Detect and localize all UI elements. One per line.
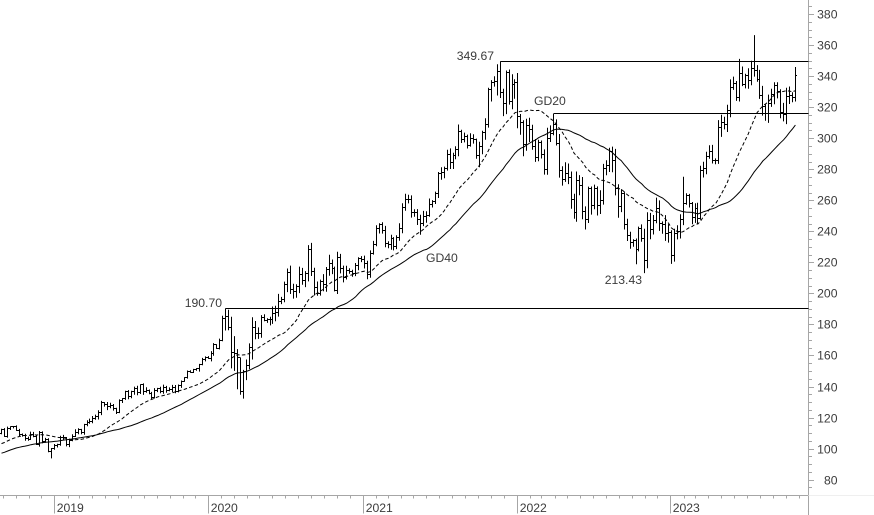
svg-text:80: 80 <box>824 473 838 487</box>
svg-text:180: 180 <box>817 317 838 331</box>
svg-text:220: 220 <box>817 255 838 269</box>
svg-text:140: 140 <box>817 380 838 394</box>
svg-text:120: 120 <box>817 411 838 425</box>
svg-text:360: 360 <box>817 38 838 52</box>
svg-text:380: 380 <box>817 7 838 21</box>
svg-text:2022: 2022 <box>520 501 547 515</box>
svg-text:300: 300 <box>817 131 838 145</box>
svg-text:2021: 2021 <box>366 501 393 515</box>
svg-text:340: 340 <box>817 69 838 83</box>
svg-text:160: 160 <box>817 348 838 362</box>
svg-text:2020: 2020 <box>211 501 238 515</box>
svg-text:213.43: 213.43 <box>605 273 642 287</box>
svg-text:240: 240 <box>817 224 838 238</box>
svg-text:2019: 2019 <box>57 501 84 515</box>
svg-text:GD40: GD40 <box>426 251 458 265</box>
svg-text:320: 320 <box>817 100 838 114</box>
svg-text:260: 260 <box>817 193 838 207</box>
svg-text:200: 200 <box>817 286 838 300</box>
svg-text:190.70: 190.70 <box>185 296 222 310</box>
svg-text:100: 100 <box>817 442 838 456</box>
svg-text:349.67: 349.67 <box>457 49 494 63</box>
svg-text:GD20: GD20 <box>534 94 566 108</box>
svg-text:280: 280 <box>817 162 838 176</box>
svg-text:2023: 2023 <box>673 501 700 515</box>
